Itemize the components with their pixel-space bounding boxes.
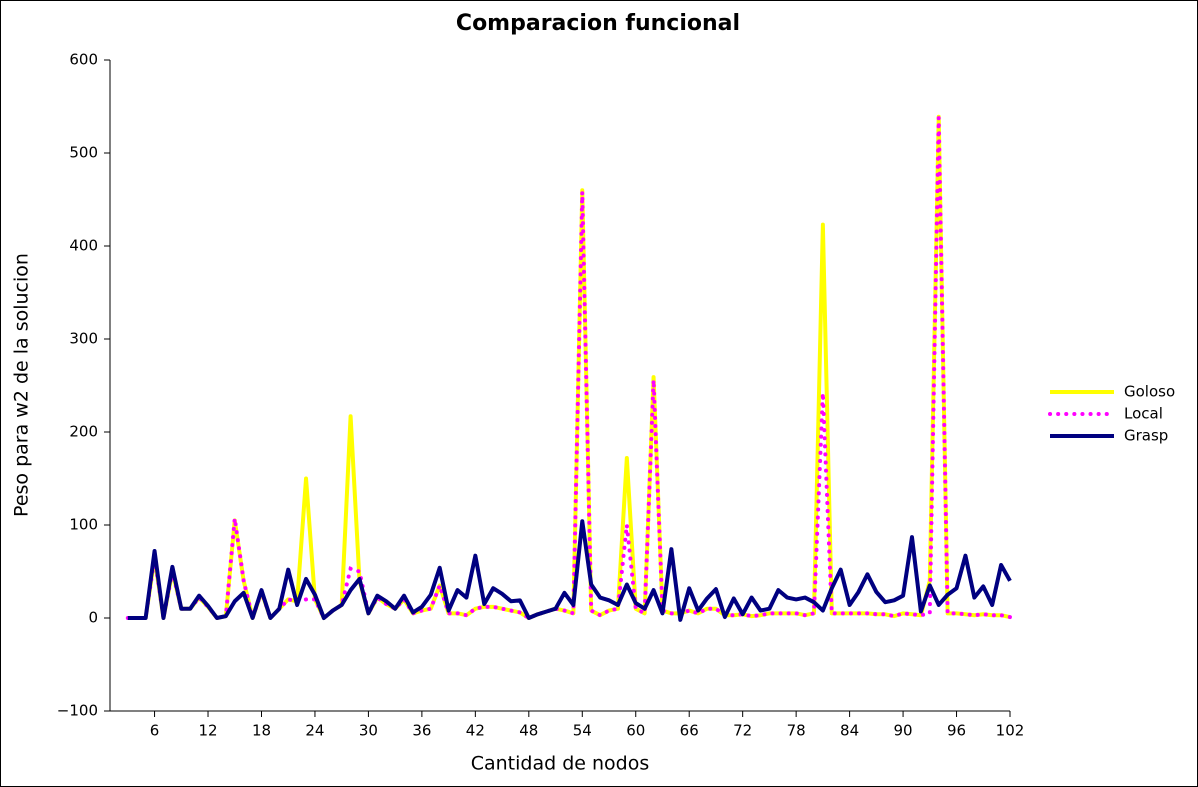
- x-tick-label: 60: [626, 722, 645, 740]
- y-tick-label: 300: [69, 330, 98, 348]
- y-tick-label: 100: [69, 516, 98, 534]
- x-tick-label: 36: [412, 722, 431, 740]
- y-tick-label: 600: [69, 51, 98, 69]
- x-tick-label: 90: [894, 722, 913, 740]
- x-tick-label: 30: [359, 722, 378, 740]
- chart-title: Comparacion funcional: [456, 11, 740, 36]
- x-axis-label: Cantidad de nodos: [471, 753, 650, 775]
- x-tick-label: 78: [787, 722, 806, 740]
- x-tick-label: 66: [680, 722, 699, 740]
- legend-label: Grasp: [1124, 427, 1168, 445]
- x-tick-label: 72: [733, 722, 752, 740]
- x-tick-label: 18: [252, 722, 271, 740]
- x-tick-label: 54: [573, 722, 592, 740]
- legend-label: Local: [1124, 405, 1163, 423]
- y-tick-label: 500: [69, 144, 98, 162]
- x-tick-label: 84: [840, 722, 859, 740]
- legend-label: Goloso: [1124, 383, 1175, 401]
- x-tick-label: 6: [150, 722, 160, 740]
- series-line: [127, 519, 1012, 622]
- y-tick-label: 0: [88, 609, 98, 627]
- x-tick-label: 12: [198, 722, 217, 740]
- y-tick-label: 200: [69, 423, 98, 441]
- x-tick-label: 42: [466, 722, 485, 740]
- x-tick-label: 102: [996, 722, 1025, 740]
- y-tick-label: −100: [57, 702, 98, 720]
- x-tick-label: 48: [519, 722, 538, 740]
- y-tick-label: 400: [69, 237, 98, 255]
- x-tick-label: 24: [305, 722, 324, 740]
- y-axis-label: Peso para w2 de la solucion: [11, 253, 33, 517]
- x-tick-label: 96: [947, 722, 966, 740]
